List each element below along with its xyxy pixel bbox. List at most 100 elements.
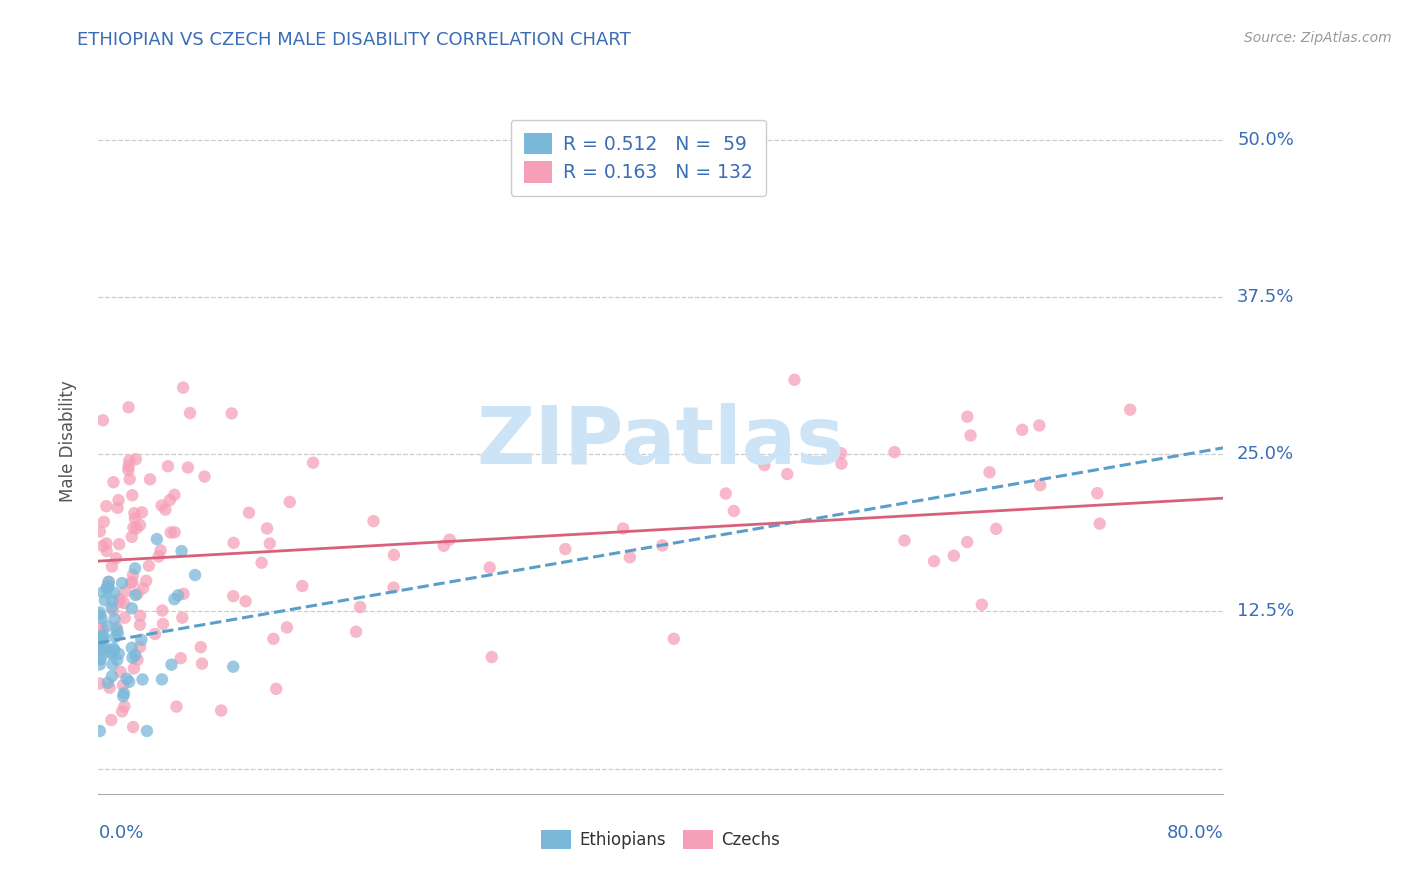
Point: [1085, 486, 1108, 500]
Point: [89, 651, 111, 665]
Point: [155, 502, 177, 516]
Point: [122, 520, 145, 534]
Point: [100, 713, 122, 727]
Point: [118, 674, 141, 689]
Point: [262, 632, 284, 646]
Point: [97, 574, 120, 589]
Point: [127, 587, 149, 601]
Point: [89, 643, 111, 657]
Point: [89, 642, 111, 657]
Point: [100, 600, 122, 615]
Point: [107, 627, 129, 641]
Point: [107, 493, 129, 508]
Point: [125, 521, 148, 535]
Point: [121, 575, 143, 590]
Point: [173, 587, 195, 601]
Point: [619, 550, 641, 565]
Point: [107, 647, 129, 661]
Point: [105, 653, 128, 667]
Point: [91, 623, 114, 637]
Point: [776, 467, 799, 481]
Point: [121, 530, 143, 544]
Point: [118, 453, 141, 467]
Text: 37.5%: 37.5%: [1237, 288, 1295, 306]
Point: [120, 575, 142, 590]
Point: [96, 580, 118, 594]
Point: [121, 488, 143, 502]
Point: [956, 535, 979, 549]
Point: [122, 720, 145, 734]
Point: [146, 532, 169, 546]
Point: [256, 521, 278, 535]
Point: [129, 617, 152, 632]
Point: [124, 561, 146, 575]
Point: [101, 559, 124, 574]
Point: [783, 373, 806, 387]
Point: [149, 543, 172, 558]
Point: [91, 628, 114, 642]
Text: Source: ZipAtlas.com: Source: ZipAtlas.com: [1244, 31, 1392, 45]
Point: [131, 505, 153, 519]
Point: [235, 594, 257, 608]
Point: [238, 506, 260, 520]
Point: [91, 413, 114, 427]
Point: [114, 699, 136, 714]
Point: [96, 544, 118, 558]
Point: [302, 456, 325, 470]
Point: [105, 620, 128, 634]
Point: [714, 486, 737, 500]
Point: [278, 495, 301, 509]
Point: [108, 595, 131, 609]
Point: [163, 525, 186, 540]
Point: [956, 409, 979, 424]
Point: [970, 598, 993, 612]
Point: [89, 676, 111, 690]
Y-axis label: Male Disability: Male Disability: [59, 381, 77, 502]
Point: [129, 632, 152, 647]
Point: [159, 525, 181, 540]
Text: 0.0%: 0.0%: [98, 824, 143, 842]
Point: [382, 581, 405, 595]
Point: [922, 554, 945, 568]
Point: [93, 629, 115, 643]
Point: [127, 653, 149, 667]
Point: [112, 596, 135, 610]
Point: [1088, 516, 1111, 531]
Point: [382, 548, 405, 562]
Point: [221, 406, 243, 420]
Point: [276, 620, 298, 634]
Point: [96, 619, 118, 633]
Point: [121, 601, 143, 615]
Point: [156, 459, 179, 474]
Point: [177, 460, 200, 475]
Point: [103, 643, 125, 657]
Point: [138, 558, 160, 573]
Point: [103, 612, 125, 626]
Point: [478, 560, 501, 574]
Point: [222, 589, 245, 603]
Point: [98, 645, 121, 659]
Point: [101, 604, 124, 618]
Point: [103, 641, 125, 656]
Point: [93, 593, 115, 607]
Point: [662, 632, 685, 646]
Point: [91, 539, 114, 553]
Point: [166, 699, 188, 714]
Text: ZIPatlas: ZIPatlas: [477, 402, 845, 481]
Point: [117, 401, 139, 415]
Text: 25.0%: 25.0%: [1237, 445, 1295, 463]
Point: [129, 608, 152, 623]
Point: [108, 592, 131, 607]
Point: [131, 673, 153, 687]
Point: [108, 537, 131, 551]
Point: [264, 681, 287, 696]
Point: [612, 522, 634, 536]
Point: [101, 669, 124, 683]
Point: [93, 515, 115, 529]
Point: [1011, 423, 1033, 437]
Point: [111, 705, 134, 719]
Point: [1029, 478, 1052, 492]
Point: [1119, 402, 1142, 417]
Point: [90, 611, 112, 625]
Point: [723, 504, 745, 518]
